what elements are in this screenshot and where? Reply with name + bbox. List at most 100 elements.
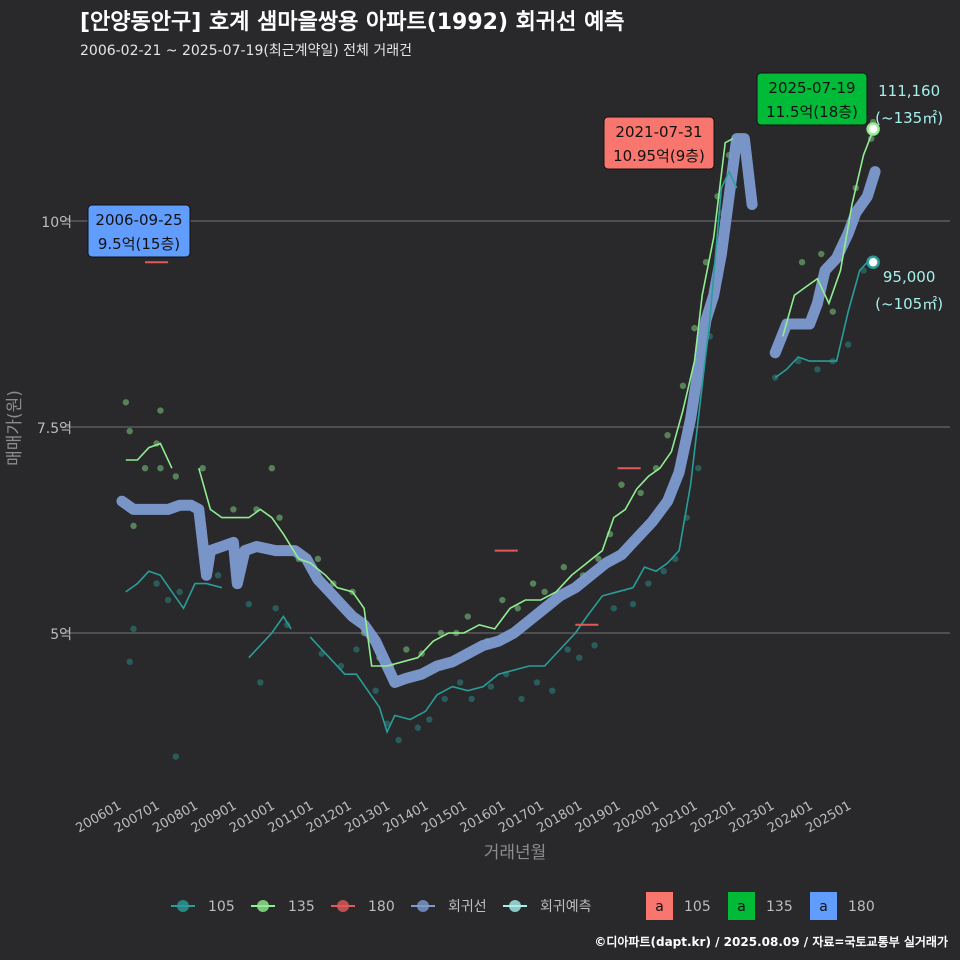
scatter-point-135: [268, 465, 276, 472]
annotation-price: 9.5억(15층): [98, 235, 180, 253]
legend-box-label: 105: [684, 899, 711, 915]
scatter-point-135: [529, 580, 537, 587]
scatter-point-135: [199, 465, 206, 472]
annotation-date: 2006-09-25: [95, 211, 182, 229]
legend-label: 회귀예측: [540, 899, 592, 915]
legend-box-glyph: a: [819, 899, 828, 915]
scatter-point-105: [153, 580, 160, 587]
scatter-point-105: [533, 679, 541, 686]
forecast-value: 95,000: [883, 268, 936, 286]
scatter-point-135: [691, 324, 698, 332]
scatter-point-105: [214, 572, 222, 579]
grid-lines: [60, 220, 950, 634]
legend-box-swatch: [810, 892, 837, 920]
legend: 105 135 180 회귀선 회귀예측 a 105 a 135 a 180: [171, 892, 875, 920]
regression-path: [116, 133, 758, 688]
scatter-point-135: [172, 473, 179, 480]
scatter-point-135: [141, 465, 149, 472]
scatter-point-105: [629, 600, 637, 608]
scatter-point-105: [660, 568, 667, 575]
forecast-area: (~105㎡): [875, 295, 943, 313]
annotation-price: 10.95억(9층): [613, 147, 705, 165]
scatter-point-105: [126, 658, 133, 666]
legend-label: 105: [208, 899, 235, 915]
scatter-point-135: [541, 588, 548, 595]
scatter-point-105: [441, 695, 448, 703]
scatter-point-105: [414, 724, 422, 731]
x-axis-label: 거래년월: [484, 843, 547, 863]
y-axis-label: 매매가(원): [5, 390, 25, 466]
y-tick-label: 10억: [41, 215, 72, 231]
scatter-point-105: [372, 687, 379, 694]
scatter-point-105: [456, 679, 464, 686]
scatter-point-135: [437, 629, 445, 637]
scatter-point-135: [130, 522, 137, 530]
scatter-point-135: [618, 481, 625, 488]
scatter-point-135: [679, 382, 687, 389]
y-axis-ticks: 5억 7.5억 10억: [37, 215, 72, 643]
legend-point-swatch: [337, 900, 349, 912]
legend-label: 180: [368, 899, 395, 915]
scatter-point-135: [499, 596, 506, 604]
annotation-price: 11.5억(18층): [766, 103, 858, 121]
scatter-point-135: [314, 555, 322, 563]
scatter-point-105: [257, 679, 264, 686]
legend-point-swatch: [177, 900, 189, 912]
scatter-point-105: [468, 695, 475, 703]
forecast-value: 111,160: [878, 82, 940, 100]
scatter-point-135: [157, 407, 164, 414]
chart-title: [안양동안구] 호계 샘마을쌍용 아파트(1992) 회귀선 예측: [80, 10, 625, 35]
legend-box-glyph: a: [737, 899, 746, 915]
annotation-date: 2025-07-19: [768, 79, 855, 97]
scatter-point-105: [395, 736, 402, 744]
scatter-point-135: [798, 259, 806, 266]
annotation-date: 2021-07-31: [615, 123, 702, 141]
scatter-point-105: [426, 716, 433, 723]
scatter-point-135: [818, 250, 825, 258]
scatter-point-105: [176, 588, 183, 595]
legend-box-label: 180: [848, 899, 875, 915]
scatter-point-105: [814, 366, 821, 373]
scatter-point-105: [518, 695, 525, 703]
annotation-box: [756, 72, 868, 126]
y-tick-label: 5억: [50, 627, 72, 643]
scatter-point-105: [130, 625, 137, 633]
series-lines: [125, 130, 874, 735]
scatter-point-135: [514, 605, 521, 612]
scatter-point-135: [829, 308, 836, 315]
legend-box-swatch: [646, 892, 673, 920]
regression-path: [769, 166, 881, 359]
scatter-point-105: [844, 341, 852, 348]
scatter-point-105: [549, 687, 556, 694]
forecast-point: [866, 255, 880, 269]
scatter-point-135: [157, 465, 164, 472]
scatter-point-105: [245, 600, 252, 608]
legend-label: 135: [288, 899, 315, 915]
annotations: 2006-09-25 9.5억(15층) 2021-07-31 10.95억(9층) 2…: [87, 72, 868, 258]
scatter-point-135: [702, 259, 710, 266]
scatter-point-135: [122, 399, 130, 406]
credit-text: ©디아파트(dapt.kr) / 2025.08.09 / 자료=국토교통부 실…: [594, 935, 948, 949]
scatter-point-135: [403, 646, 410, 653]
legend-box-label: 135: [766, 899, 793, 915]
scatter-point-105: [591, 642, 598, 649]
scatter-point-135: [637, 489, 644, 497]
scatter-point-105: [172, 753, 179, 760]
x-axis-ticks: 2006012007012008012009012010012011012012…: [74, 798, 854, 836]
legend-box-glyph: a: [655, 899, 664, 915]
forecast-point: [866, 122, 880, 136]
scatter-point-135: [560, 563, 568, 571]
series-180-segments: [145, 261, 641, 626]
scatter-point-105: [164, 596, 172, 604]
scatter-point-105: [610, 605, 617, 612]
scatter-point-105: [353, 646, 360, 653]
scatter-point-105: [487, 683, 495, 690]
chart-subtitle: 2006-02-21 ~ 2025-07-19(최근계약일) 전체 거래건: [80, 43, 412, 59]
y-tick-label: 7.5억: [37, 421, 72, 437]
scatter-point-135: [464, 613, 471, 620]
legend-point-swatch: [509, 900, 521, 912]
forecast-area: (~135㎡): [875, 109, 943, 127]
scatter-point-135: [276, 514, 283, 521]
scatter-point-105: [695, 465, 702, 472]
annotation-box: [87, 204, 191, 258]
